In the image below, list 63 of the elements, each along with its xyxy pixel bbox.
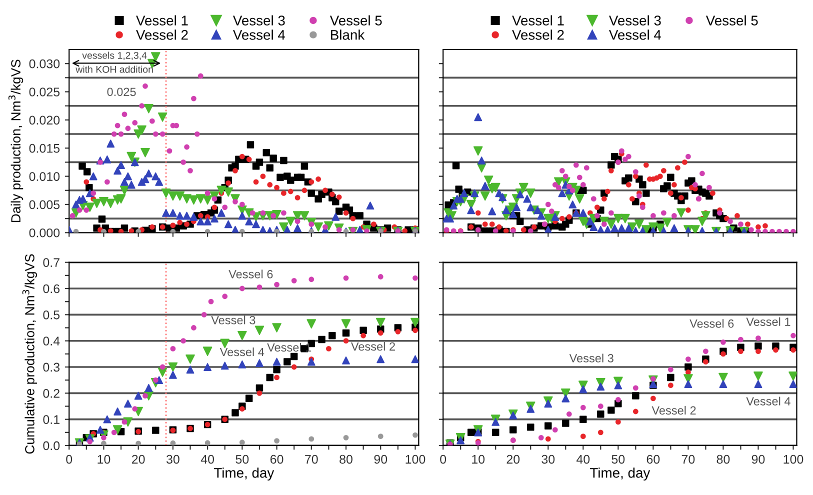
x-tick-label: 100 — [406, 454, 426, 464]
annotation: Vessel 1 — [746, 317, 790, 326]
y-axis-title: Daily production, Nm$^{3}$/kgVS — [8, 60, 24, 222]
x-tick-label: 90 — [752, 454, 765, 464]
y-tick-label: 0.020 — [29, 116, 60, 125]
y-tick-label: 0.1 — [43, 415, 60, 424]
legend-label: Vessel 3 — [609, 15, 661, 26]
x-tick-label: 70 — [305, 454, 318, 464]
x-tick-label: 30 — [542, 454, 555, 464]
legend-label: Vessel 4 — [232, 30, 286, 40]
x-tick-label: 30 — [166, 454, 180, 464]
x-tick-label: 70 — [682, 454, 695, 464]
annotation: Vessel 6 — [228, 270, 273, 278]
x-tick-label: 0 — [66, 454, 72, 464]
legend-label: Vessel 3 — [232, 15, 285, 26]
legend-label: Vessel 5 — [706, 15, 758, 26]
annotation: Vessel 6 — [690, 319, 734, 328]
y-tick-label: 0.000 — [29, 228, 60, 238]
x-tick-label: 90 — [374, 454, 388, 464]
legend-label: Vessel 1 — [136, 15, 188, 26]
y-tick-label: 0.025 — [29, 88, 60, 96]
x-axis-title: Time, day — [214, 468, 274, 481]
legend-label: Blank — [331, 30, 365, 40]
annotation: Vessel 2 — [350, 342, 395, 351]
y-tick-label: 0.4 — [43, 336, 60, 346]
annotation: 0.025 — [107, 88, 136, 96]
annotation: Vessel 4 — [220, 348, 264, 356]
legend-label: Vessel 4 — [609, 30, 662, 40]
x-tick-label: 10 — [472, 454, 485, 464]
legend-label: Vessel 2 — [136, 30, 188, 40]
y-tick-label: 0.030 — [29, 59, 60, 68]
legend-label: Vessel 1 — [512, 15, 564, 26]
x-tick-label: 0 — [440, 454, 446, 464]
y-tick-label: 0.7 — [43, 258, 60, 267]
y-tick-label: 0.015 — [29, 144, 60, 153]
y-axis-title: Cumulative production, Nm$^{3}$/kgVS — [22, 254, 38, 454]
annotation: Vessel 3 — [569, 354, 614, 362]
x-tick-label: 40 — [200, 454, 214, 464]
y-tick-label: 0.005 — [29, 200, 60, 210]
x-tick-label: 50 — [236, 454, 249, 464]
annotation: Vessel 3 — [211, 316, 256, 324]
annotation: Vessel 2 — [652, 406, 696, 415]
x-tick-label: 60 — [270, 454, 284, 464]
x-tick-label: 80 — [340, 454, 352, 464]
x-tick-label: 100 — [784, 454, 804, 464]
x-tick-label: 20 — [506, 454, 520, 464]
x-tick-label: 40 — [576, 454, 590, 464]
annotation: vessels 1,2,3,4 with KOH addition — [76, 52, 153, 73]
y-tick-label: 0.6 — [43, 284, 60, 294]
y-tick-label: 0.5 — [43, 310, 60, 320]
x-tick-label: 20 — [132, 454, 145, 464]
x-tick-label: 80 — [716, 454, 730, 464]
x-tick-label: 60 — [646, 454, 660, 464]
x-tick-label: 50 — [612, 454, 625, 464]
y-tick-label: 0.2 — [43, 388, 60, 398]
annotation: Vessel 4 — [746, 396, 790, 406]
x-axis-title: Time, day — [590, 468, 650, 481]
y-tick-label: 0.3 — [43, 362, 60, 372]
x-tick-label: 10 — [98, 454, 110, 464]
y-tick-label: 0.0 — [43, 441, 60, 450]
legend-label: Vessel 5 — [330, 15, 382, 26]
legend-label: Vessel 2 — [512, 30, 564, 40]
y-tick-label: 0.010 — [29, 172, 60, 181]
